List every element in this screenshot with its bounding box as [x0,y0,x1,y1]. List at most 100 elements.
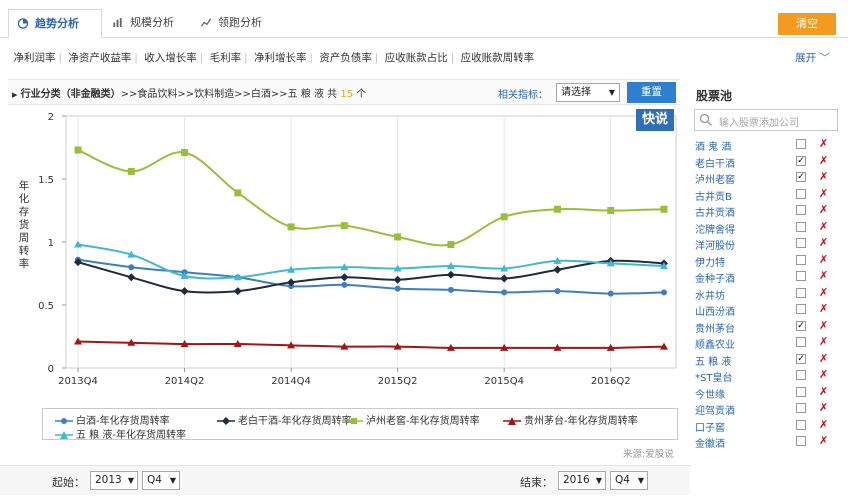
stock-name[interactable]: 沱牌舍得 [695,224,735,236]
stock-checkbox[interactable] [796,370,806,380]
legend-item-laobaigan[interactable]: 老白干酒-年化存货周转率 [217,412,352,427]
stock-checkbox[interactable] [796,271,806,281]
stock-checkbox[interactable]: ✓ [796,353,806,364]
legend-marker-square [345,418,363,424]
stock-name[interactable]: 迎驾贡酒 [695,406,735,417]
data-point-baijiu [501,289,508,296]
stock-checkbox[interactable] [796,238,806,248]
metric-revenue-growth[interactable]: 收入增长率 [144,52,197,64]
delete-icon[interactable]: ✗ [819,401,829,414]
stock-name[interactable]: 老白干酒 [695,158,735,170]
stock-name[interactable]: 泸州老窖 [695,175,735,186]
stock-checkbox[interactable] [796,287,806,298]
stock-checkbox[interactable] [796,386,806,397]
stock-name[interactable]: 伊力特 [695,257,725,269]
legend-item-luzhou[interactable]: 泸州老窖-年化存货周转率 [345,412,480,427]
metric-net-profit-margin[interactable]: 净利润率 [13,52,56,64]
tab-trend[interactable]: 趋势分析 [8,9,102,38]
delete-icon[interactable]: ✗ [819,153,829,167]
stock-checkbox[interactable]: ✓ [796,172,806,182]
stock-name[interactable]: *ST皇台 [695,373,733,384]
end-year-select[interactable]: 2016 ▼ [558,471,606,490]
stock-name[interactable]: 顺鑫农业 [695,340,735,351]
stock-name[interactable]: 贵州茅台 [695,323,735,335]
reset-button[interactable]: 重置 [627,82,676,103]
stock-checkbox[interactable] [796,205,806,215]
delete-icon[interactable]: ✗ [819,137,829,150]
stock-name[interactable]: 山西汾酒 [695,307,735,318]
stock-name[interactable]: 洋河股份 [695,241,735,252]
legend-item-wuliangye[interactable]: 五 粮 液-年化存货周转率 [55,426,186,441]
related-metric-select[interactable]: 请选择 ▼ [556,83,620,102]
bar-chart-icon [113,17,122,28]
delete-icon[interactable]: ✗ [819,236,829,249]
expand-link[interactable]: 展开 ﹀ [795,44,830,72]
stock-checkbox[interactable] [796,436,806,446]
stock-name[interactable]: 今世缘 [695,389,725,401]
delete-icon[interactable]: ✗ [819,351,829,365]
stock-name[interactable]: 口子窖 [695,422,725,434]
delete-icon[interactable]: ✗ [819,302,829,315]
delete-icon[interactable]: ✗ [819,269,829,282]
kuaishuo-button[interactable]: 快说 [636,109,674,131]
data-point-guizhou [660,342,668,350]
delete-icon[interactable]: ✗ [819,170,829,183]
metric-net-profit-growth[interactable]: 净利增长率 [254,52,307,64]
end-quarter-select[interactable]: Q4 ▼ [610,471,648,490]
stock-checkbox[interactable] [796,139,806,149]
stock-checkbox[interactable] [796,403,806,413]
legend-item-guizhou[interactable]: 贵州茅台-年化存货周转率 [503,412,638,427]
clear-button[interactable]: 清空 [778,13,836,35]
legend-marker-triangle [503,417,521,425]
delete-icon[interactable]: ✗ [819,417,829,431]
stock-search-placeholder: 输入股票添加公司 [719,118,799,129]
delete-icon[interactable]: ✗ [819,318,829,332]
stock-checkbox[interactable] [796,188,806,199]
stock-checkbox[interactable]: ✓ [796,155,806,166]
tab-scale[interactable]: 规模分析 [104,9,190,38]
stock-name[interactable]: 古井贡酒 [695,208,735,219]
data-point-luzhou [394,233,402,241]
stock-checkbox[interactable] [796,304,806,314]
stock-name[interactable]: 水井坊 [695,290,725,302]
data-point-wuliangye [446,261,455,269]
metric-roe[interactable]: 净资产收益率 [68,52,132,64]
stock-pool-row: 泸州老窖 ✓ ✗ [690,170,840,187]
delete-icon[interactable]: ✗ [819,285,829,299]
stock-name[interactable]: 古井贡B [695,191,732,203]
legend-item-baijiu[interactable]: 白酒-年化存货周转率 [55,412,170,427]
delete-icon[interactable]: ✗ [819,203,829,216]
delete-icon[interactable]: ✗ [819,434,829,447]
metric-receivables-ratio[interactable]: 应收账款占比 [384,52,448,64]
metric-receivables-turnover[interactable]: 应收账款周转率 [460,52,535,64]
dropdown-arrow-icon: ▼ [127,476,134,485]
metric-debt-ratio[interactable]: 资产负债率 [319,52,372,64]
stock-checkbox[interactable] [796,254,806,265]
stock-name[interactable]: 五 粮 液 [695,356,732,368]
legend-label-baijiu: 白酒-年化存货周转率 [76,416,170,427]
delete-icon[interactable]: ✗ [819,335,829,348]
stock-pool-row: 金徽酒 ✗ [690,434,840,451]
stock-checkbox[interactable] [796,221,806,232]
x-tick-label: 2015Q2 [378,376,418,387]
delete-icon[interactable]: ✗ [819,252,829,266]
stock-name[interactable]: 金种子酒 [695,274,735,285]
metric-gross-margin[interactable]: 毛利率 [209,52,242,64]
stock-name[interactable]: 酒 鬼 酒 [695,142,732,153]
delete-icon[interactable]: ✗ [819,384,829,398]
data-point-luzhou [447,241,455,249]
delete-icon[interactable]: ✗ [819,368,829,381]
start-quarter-select[interactable]: Q4 ▼ [142,471,180,490]
delete-icon[interactable]: ✗ [819,219,829,233]
stock-pool-row: 贵州茅台 ✓ ✗ [690,319,840,336]
delete-icon[interactable]: ✗ [819,186,829,200]
stock-name[interactable]: 金徽酒 [695,439,725,450]
start-year-select[interactable]: 2013 ▼ [90,471,138,490]
tab-leader[interactable]: 领跑分析 [192,9,282,38]
data-point-guizhou [606,343,615,351]
stock-checkbox[interactable] [796,337,806,347]
stock-checkbox[interactable]: ✓ [796,320,806,331]
stock-checkbox[interactable] [796,419,806,430]
chevron-down-icon: ﹀ [819,52,831,64]
stock-search-input[interactable]: 输入股票添加公司 [694,109,838,131]
